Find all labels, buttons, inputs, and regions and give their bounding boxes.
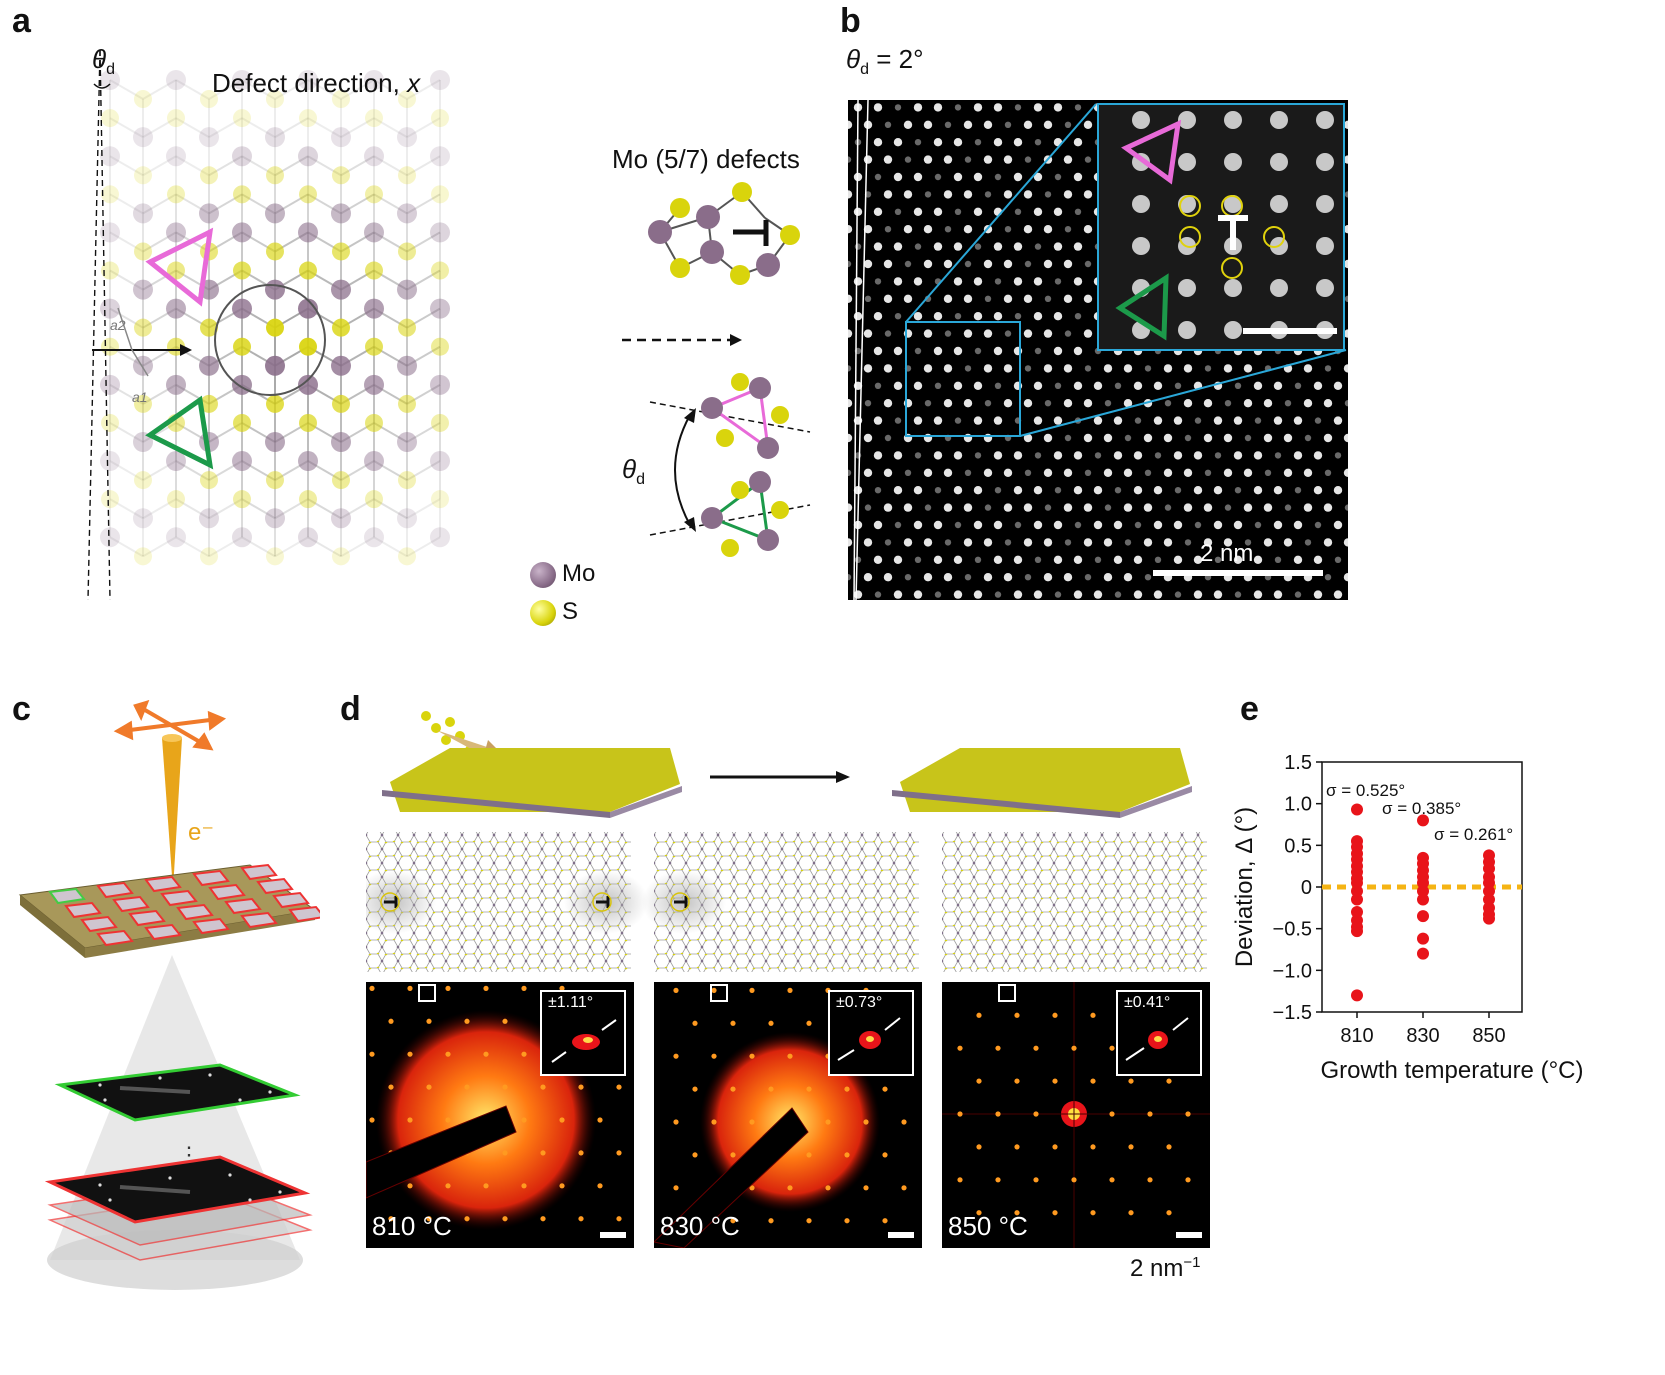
defect-ring-icon: [648, 182, 800, 285]
spot-inset-830: ±0.73°: [828, 990, 914, 1076]
panel-b-label: b: [840, 2, 861, 40]
data-point: [1351, 989, 1363, 1002]
panel-d-label: d: [340, 690, 361, 728]
y-tick-label: −1.5: [1273, 1002, 1312, 1024]
data-point: [1483, 862, 1495, 875]
y-tick-label: −1.0: [1273, 960, 1312, 982]
electron-beam-icon: [162, 738, 182, 890]
svg-text:e⁻: e⁻: [188, 819, 214, 846]
scale-bar-label-b: 2 nm: [1200, 540, 1254, 567]
data-point: [1483, 893, 1495, 906]
reciprocal-scale-label: 2 nm−1: [1130, 1254, 1201, 1282]
panel-a-label: a: [12, 2, 31, 40]
mo-atom-icon: [530, 562, 556, 588]
scale-bar-b: [1153, 570, 1323, 576]
sad-pattern-830: ±0.73° 830 °C: [654, 982, 922, 1248]
sigma-annotation: σ = 0.261°: [1434, 825, 1513, 844]
scan-arrows-icon: [113, 700, 227, 751]
y-tick-label: 0.5: [1284, 835, 1312, 857]
sad-pattern-850: ±0.41° 850 °C: [942, 982, 1210, 1248]
spot-inset-810: ±1.11°: [540, 990, 626, 1076]
theta-d-label-a: θd: [92, 44, 116, 79]
data-point: [1483, 876, 1495, 889]
data-point: [1483, 912, 1495, 925]
y-tick-label: −0.5: [1273, 919, 1312, 941]
theta-d-value-b: θd = 2°: [846, 44, 924, 79]
y-tick-label: 0: [1301, 877, 1312, 899]
data-point: [1417, 876, 1429, 889]
growth-schematic: [382, 711, 1192, 818]
region-marker: [998, 984, 1016, 1002]
sad-pattern-810: ±1.11° 810 °C: [366, 982, 634, 1248]
defect-direction-label: Defect direction, x: [212, 68, 421, 98]
data-point: [1483, 885, 1495, 898]
region-marker: [710, 984, 728, 1002]
scale-bar-d1: [600, 1232, 626, 1238]
x-tick-label: 850: [1472, 1025, 1505, 1047]
x-tick-label: 830: [1406, 1025, 1439, 1047]
panel-e-label: e: [1240, 690, 1259, 728]
theta-d-rotation-label: θd: [622, 454, 646, 489]
data-point: [1417, 947, 1429, 960]
y-tick-label: 1.0: [1284, 794, 1312, 816]
sigma-annotation: σ = 0.525°: [1326, 781, 1405, 800]
data-point: [1351, 925, 1363, 938]
panel-c-label: c: [12, 690, 31, 728]
temp-label-850: 850 °C: [948, 1211, 1028, 1241]
svg-text:a1: a1: [132, 389, 148, 405]
spot-inset-850: ±0.41°: [1116, 990, 1202, 1076]
lattice-strips: [366, 832, 1207, 972]
data-point: [1417, 893, 1429, 906]
mos2-lattice-diagram: a2 a1: [87, 49, 450, 601]
data-point: [1351, 885, 1363, 898]
temp-label-810: 810 °C: [372, 1211, 452, 1241]
svg-text:a2: a2: [110, 317, 126, 333]
scale-bar-d2: [888, 1232, 914, 1238]
s-atom-icon: [530, 600, 556, 626]
data-point: [1351, 906, 1363, 918]
x-axis-label: Growth temperature (°C): [1320, 1057, 1583, 1084]
data-point: [1417, 932, 1429, 945]
x-tick-label: 810: [1340, 1025, 1373, 1047]
rotated-triangle-units: [649, 373, 811, 557]
region-marker: [418, 984, 436, 1002]
data-point: [1351, 893, 1363, 906]
mo-defects-label: Mo (5/7) defects: [612, 144, 800, 174]
y-axis-label: Deviation, Δ (°): [1231, 807, 1258, 967]
sigma-annotation: σ = 0.385°: [1382, 799, 1461, 818]
data-point: [1417, 814, 1429, 827]
data-point: [1417, 910, 1429, 923]
panel-a-figure: a2 a1: [70, 40, 630, 620]
scale-bar-d3: [1176, 1232, 1202, 1238]
data-point: [1351, 803, 1363, 816]
stem-image: 2 nm: [848, 100, 1348, 600]
data-point: [1351, 876, 1363, 889]
temp-label-830: 830 °C: [660, 1211, 740, 1241]
defect-schematic: [622, 182, 811, 557]
y-tick-label: 1.5: [1284, 752, 1312, 774]
4dstem-schematic: e⁻ ⋮: [18, 700, 320, 1290]
deviation-scatter-chart: 1.5 1.0 0.5 0 −0.5 −1.0 −1.5 810 830 850 σ = 0.525…: [1231, 752, 1584, 1084]
data-point: [1417, 885, 1429, 898]
